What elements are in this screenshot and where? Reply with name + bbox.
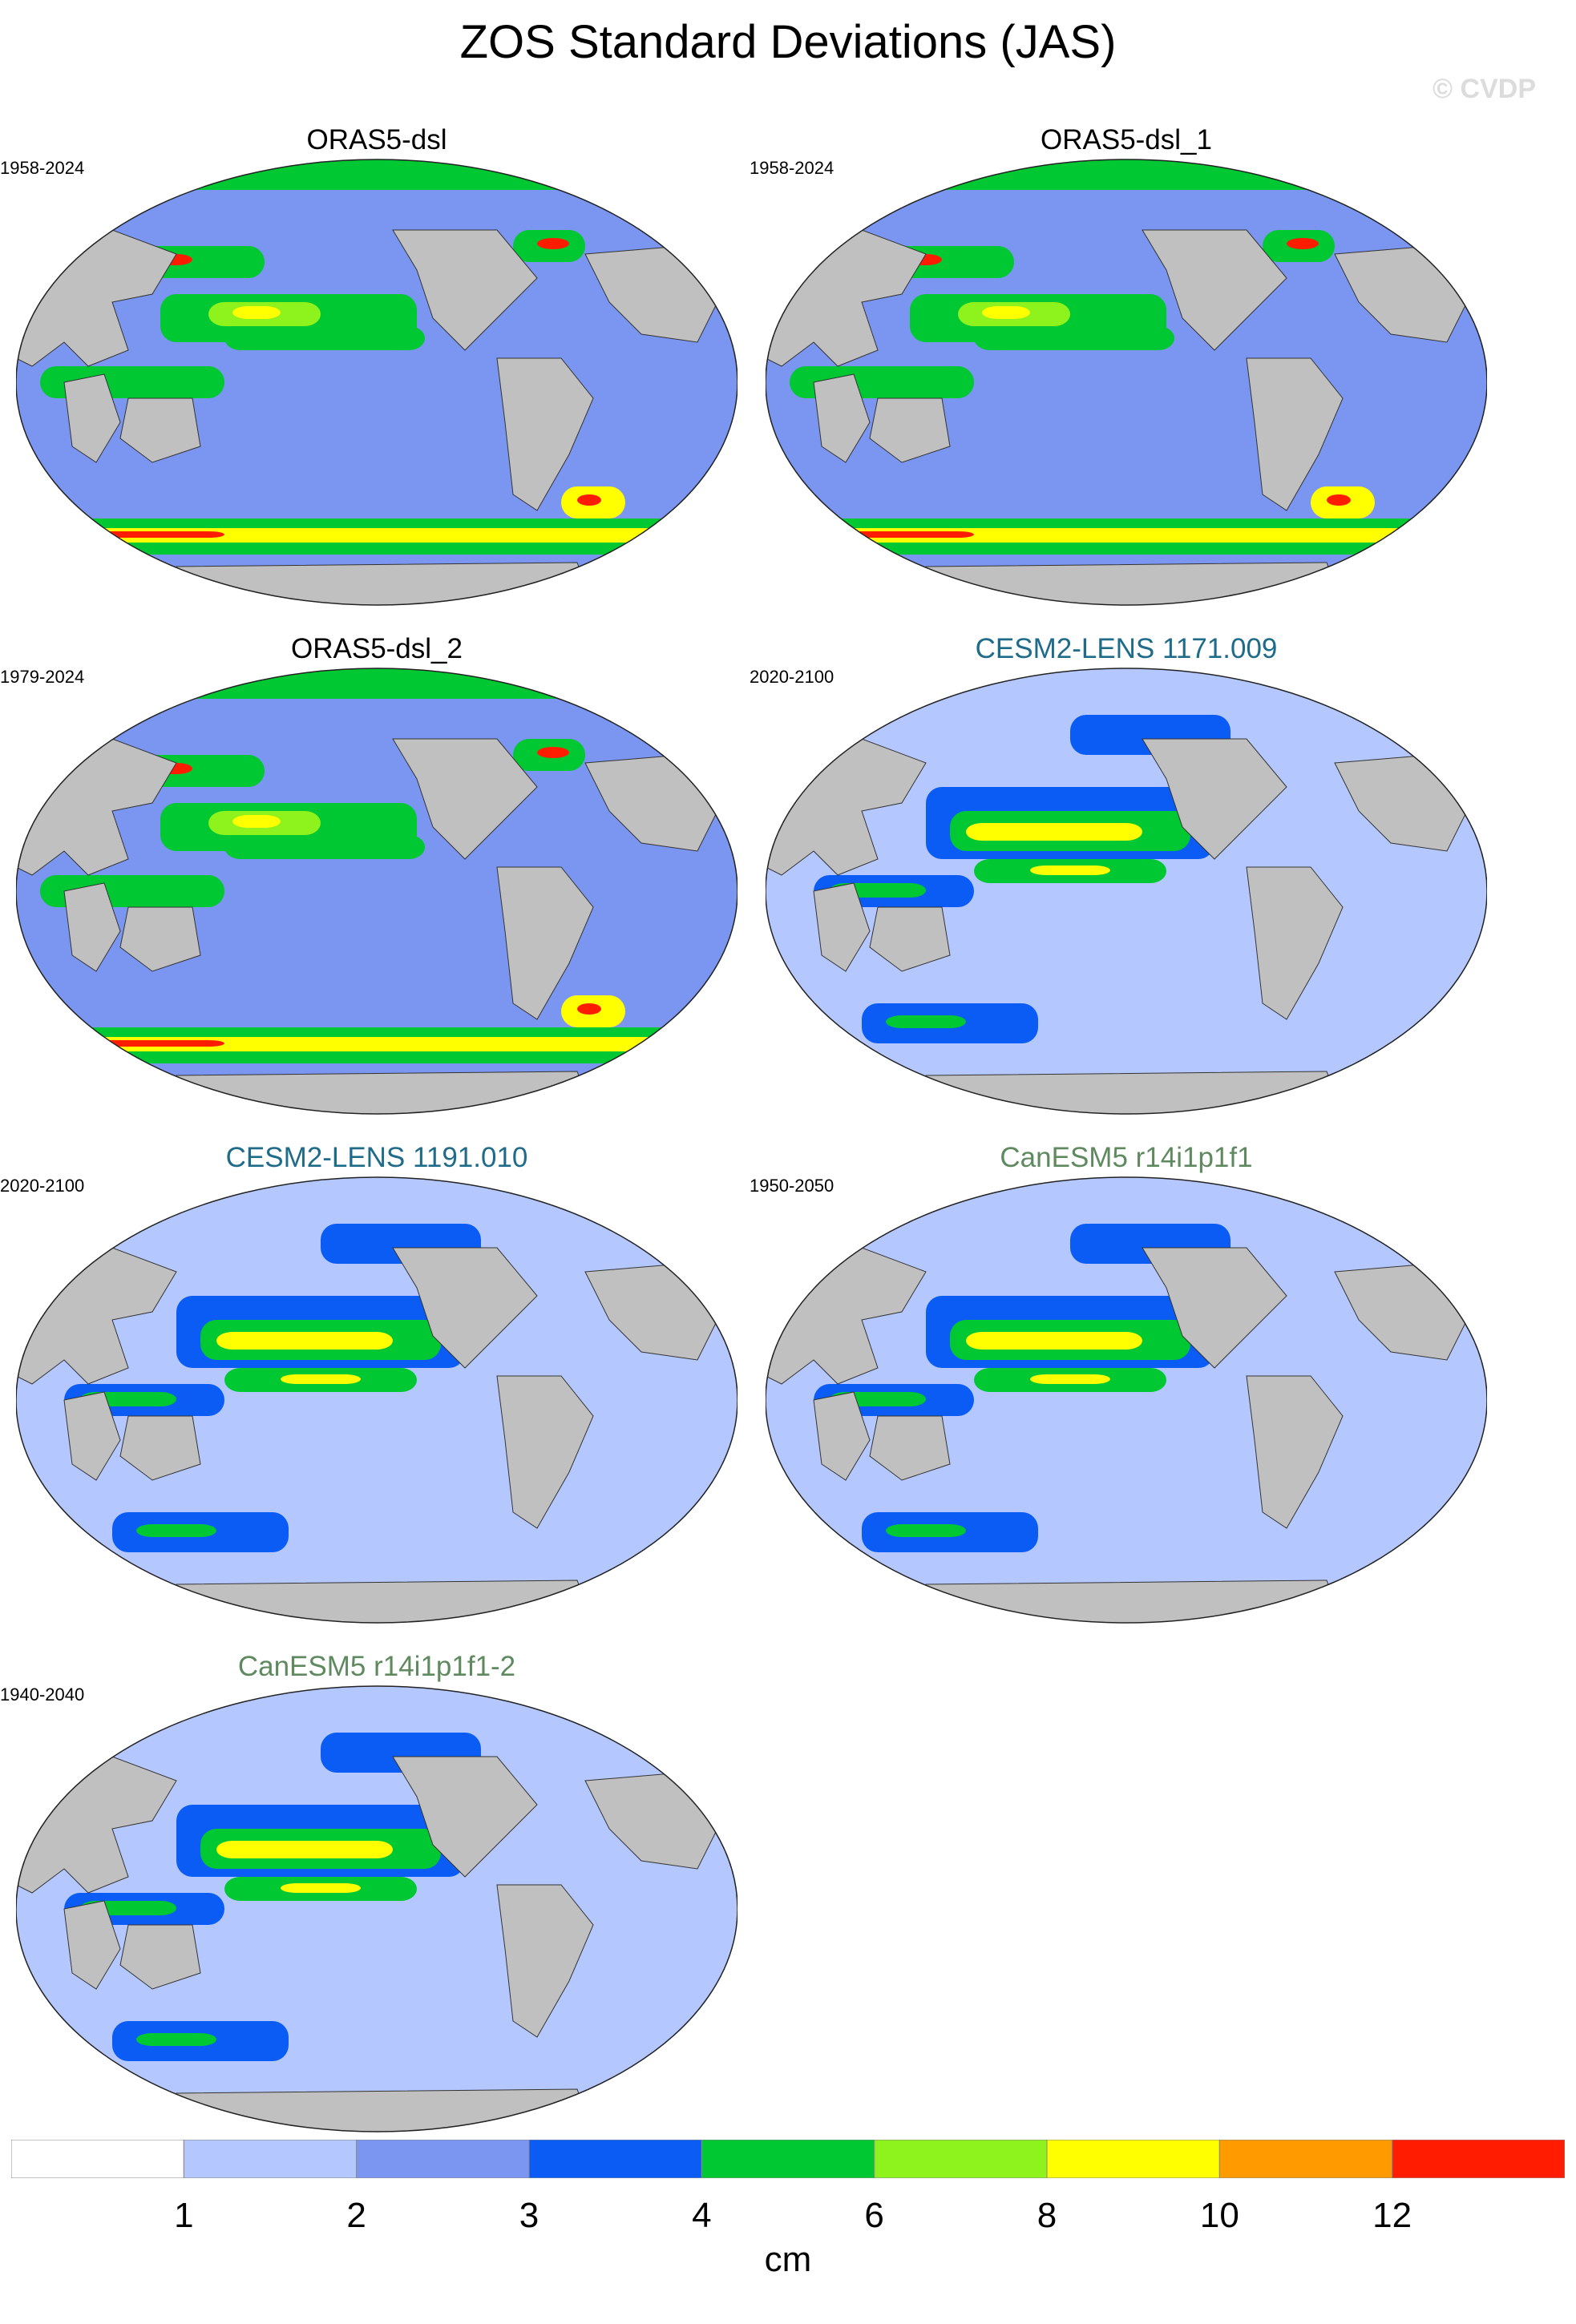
world-map: [766, 159, 1487, 606]
panel-title: CESM2-LENS 1191.010: [225, 1142, 528, 1173]
map-panel-canesm5-r14i1p1f1: CanESM5 r14i1p1f1 1950-2050: [750, 1142, 1503, 1639]
world-map: [766, 1176, 1487, 1624]
map-panel-cesm2-lens-1171-009: CESM2-LENS 1171.009 2020-2100: [750, 633, 1503, 1130]
panel-title: CanESM5 r14i1p1f1: [1000, 1142, 1253, 1173]
colorbar-tick-label: 10: [1199, 2196, 1239, 2235]
world-map: [16, 1685, 737, 2132]
panel-title: CanESM5 r14i1p1f1-2: [237, 1651, 516, 1682]
panel-title: CESM2-LENS 1171.009: [975, 633, 1278, 664]
colorbar: [11, 2140, 1565, 2178]
panel-period: 1950-2050: [750, 1176, 834, 1196]
map-panel-oras5-dsl: ORAS5-dsl 1958-2024: [0, 124, 754, 621]
figure-title: ZOS Standard Deviations (JAS): [459, 16, 1117, 68]
colorbar-tick-label: 1: [174, 2196, 194, 2235]
colorbar-tick-label: 4: [692, 2196, 712, 2235]
panel-title: ORAS5-dsl_1: [1041, 124, 1212, 155]
colorbar-tick-label: 8: [1037, 2196, 1057, 2235]
colorbar-tick-label: 2: [346, 2196, 366, 2235]
colorbar-segment: [701, 2140, 875, 2178]
colorbar-tick-label: 3: [519, 2196, 539, 2235]
colorbar-segment: [356, 2140, 530, 2178]
world-map: [16, 668, 737, 1115]
panel-period: 2020-2100: [750, 667, 834, 687]
colorbar-units: cm: [764, 2240, 812, 2279]
copyright-label: © CVDP: [1433, 74, 1536, 104]
map-panel-oras5-dsl-2: ORAS5-dsl_2 1979-2024: [0, 633, 754, 1130]
panel-period: 1940-2040: [0, 1684, 85, 1705]
colorbar-segment: [183, 2140, 358, 2178]
panel-period: 1958-2024: [0, 158, 85, 178]
world-map: [16, 1176, 737, 1624]
map-panel-canesm5-r14i1p1f1-2: CanESM5 r14i1p1f1-2 1940-2040: [0, 1651, 754, 2148]
panel-period: 1958-2024: [750, 158, 834, 178]
colorbar-segment: [11, 2140, 184, 2178]
colorbar-segment: [1046, 2140, 1220, 2178]
map-panel-cesm2-lens-1191-010: CESM2-LENS 1191.010 2020-2100: [0, 1142, 754, 1639]
colorbar-segment: [1392, 2140, 1565, 2178]
panel-title: ORAS5-dsl: [306, 124, 447, 155]
panel-period: 1979-2024: [0, 667, 85, 687]
map-panel-oras5-dsl-1: ORAS5-dsl_1 1958-2024: [750, 124, 1503, 621]
panel-period: 2020-2100: [0, 1176, 85, 1196]
colorbar-tick-label: 12: [1372, 2196, 1412, 2235]
colorbar-segment: [1218, 2140, 1393, 2178]
colorbar-segment: [528, 2140, 702, 2178]
panel-title: ORAS5-dsl_2: [291, 633, 463, 664]
colorbar-tick-label: 6: [864, 2196, 884, 2235]
world-map: [16, 159, 737, 606]
colorbar-segment: [874, 2140, 1048, 2178]
world-map: [766, 668, 1487, 1115]
